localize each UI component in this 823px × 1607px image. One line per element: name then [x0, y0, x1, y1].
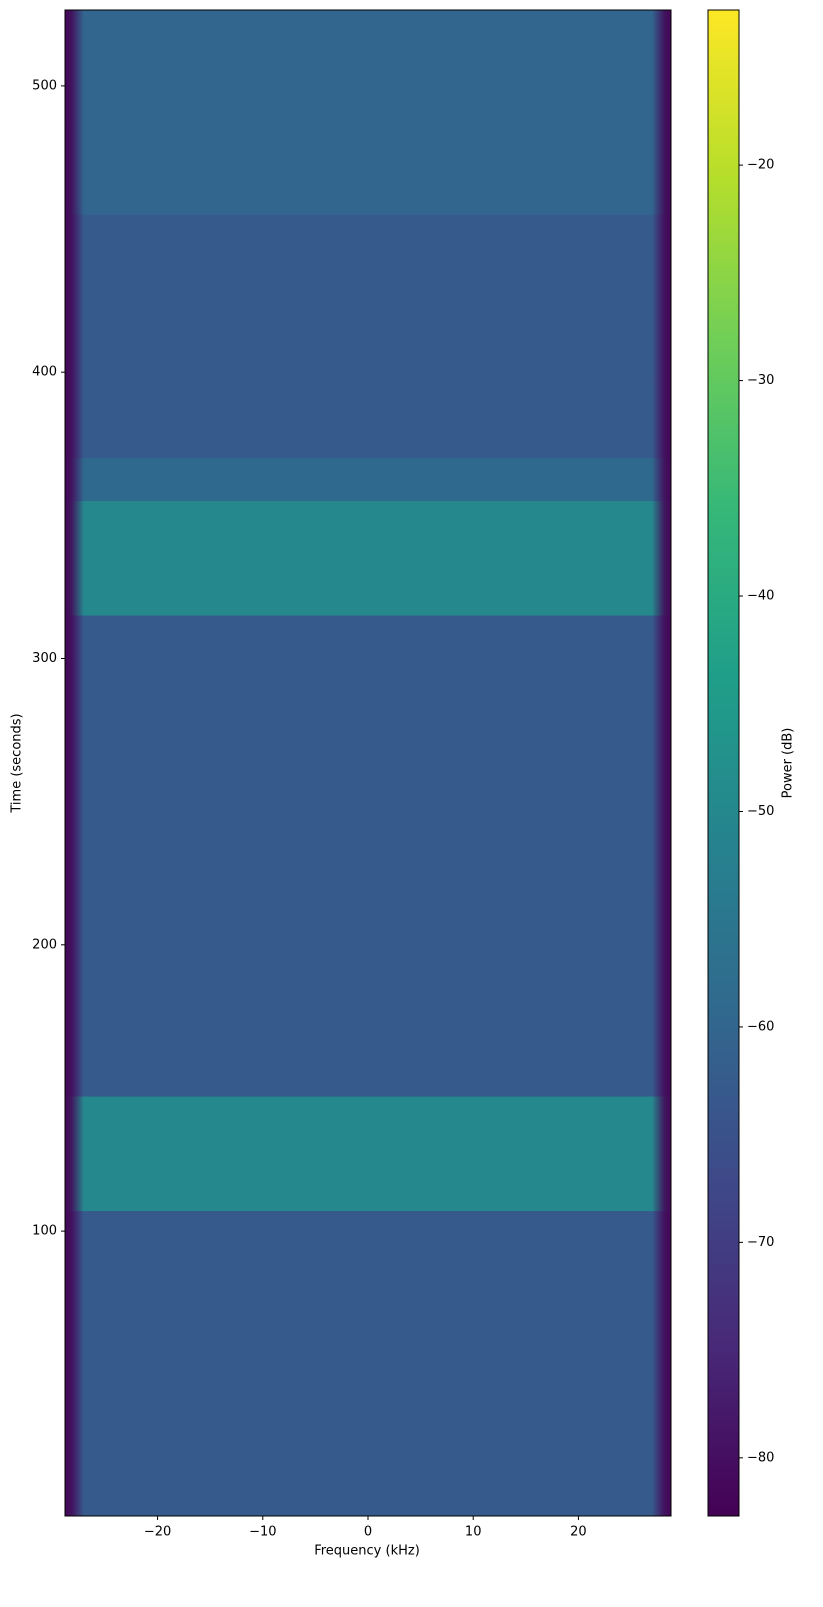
spectrogram-background [65, 10, 671, 1516]
passband-edge [65, 10, 84, 1516]
y-tick-label: 200 [32, 937, 57, 952]
x-axis-label: Frequency (kHz) [314, 1544, 420, 1559]
y-tick-label: 500 [32, 78, 57, 93]
y-tick-label: 400 [32, 365, 57, 380]
x-tick-label: 0 [364, 1525, 372, 1540]
y-tick-label: 100 [32, 1224, 57, 1239]
passband-edge [652, 10, 671, 1516]
colorbar [707, 9, 740, 1517]
colorbar-tick-label: −30 [747, 373, 774, 388]
x-tick-label: 10 [465, 1525, 482, 1540]
colorbar-tick-label: −60 [747, 1019, 774, 1034]
x-tick-label: −20 [144, 1525, 171, 1540]
colorbar-tick-label: −40 [747, 589, 774, 604]
colorbar-label: Power (dB) [781, 728, 796, 799]
spectrogram-region [65, 1096, 671, 1212]
colorbar-tick-label: −50 [747, 804, 774, 819]
x-tick-label: 20 [570, 1525, 587, 1540]
colorbar-tick-label: −20 [747, 158, 774, 173]
colorbar-tick-label: −70 [747, 1235, 774, 1250]
x-tick-label: −10 [249, 1525, 276, 1540]
spectrogram-region [65, 458, 671, 502]
spectrogram-region [65, 501, 671, 616]
colorbar-tick-label: −80 [747, 1450, 774, 1465]
y-axis-label: Time (seconds) [10, 713, 25, 813]
y-tick-label: 300 [32, 651, 57, 666]
spectrogram-region [65, 10, 671, 215]
